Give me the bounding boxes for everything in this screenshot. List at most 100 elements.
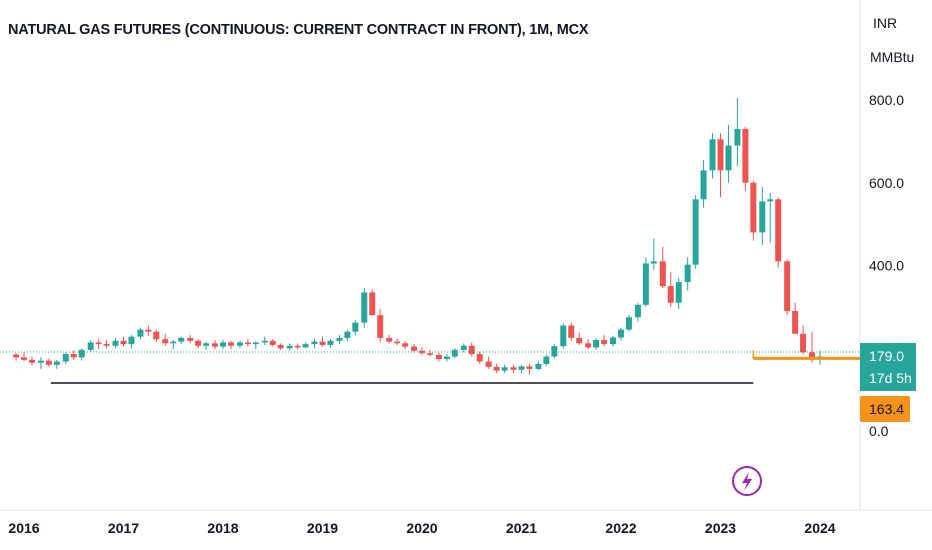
candle [792, 302, 799, 334]
support-price-badge: 163.4 [860, 396, 910, 422]
candle [394, 338, 401, 345]
candle-body [128, 336, 135, 345]
candle [261, 336, 268, 345]
candle-body [319, 341, 326, 345]
candle-body [642, 263, 649, 305]
candle [203, 342, 210, 350]
countdown-label: 17d 5h [869, 370, 912, 386]
candle-body [717, 139, 724, 171]
candle-body [725, 145, 732, 171]
candle [13, 353, 20, 361]
candle [759, 186, 766, 245]
candle-body [178, 337, 185, 342]
candle-body [510, 367, 517, 370]
candle-body [227, 342, 234, 346]
candle [501, 364, 508, 374]
candle-body [377, 315, 384, 338]
candle-body [700, 170, 707, 200]
candle-body [62, 354, 69, 362]
candle [692, 195, 699, 269]
candle-body [485, 361, 492, 367]
candle-body [618, 329, 624, 338]
candle-body [585, 343, 592, 348]
time-axis[interactable]: 2016 2017 2018 2019 2020 2021 2022 2023 2024 [8, 520, 835, 536]
candle [402, 340, 409, 350]
currency-label: INR [873, 15, 897, 31]
candle-body [601, 339, 608, 345]
candle [493, 363, 500, 374]
candle [327, 339, 334, 349]
candle [252, 341, 259, 350]
lightning-event-icon[interactable] [732, 466, 762, 496]
candle-body [809, 352, 816, 359]
y-tick-label: 800.0 [869, 92, 904, 108]
candle-body [709, 139, 716, 171]
candle [551, 344, 558, 359]
candle [451, 348, 458, 359]
candle [45, 358, 52, 367]
x-tick-label: 2023 [705, 520, 736, 536]
candle-body [212, 343, 219, 347]
candle [178, 336, 185, 345]
candle-body [535, 363, 542, 369]
candles [13, 97, 823, 375]
candle [618, 327, 624, 341]
x-tick-label: 2019 [307, 520, 338, 536]
candle [269, 339, 276, 347]
candle-body [443, 356, 450, 360]
candle [700, 159, 707, 208]
candle [650, 238, 657, 270]
candle-body [684, 264, 691, 283]
candle-body [800, 333, 807, 353]
price-axis[interactable]: 800.0 600.0 400.0 0.0 [869, 92, 904, 439]
candle [642, 257, 649, 307]
candle-body [468, 345, 475, 355]
candle [625, 315, 632, 332]
candle [377, 308, 384, 343]
candle-body [344, 331, 351, 338]
candle [659, 246, 666, 289]
candle-body [120, 340, 127, 345]
x-tick-label: 2017 [108, 520, 139, 536]
candle [775, 197, 782, 268]
y-tick-label: 600.0 [869, 175, 904, 191]
candle-body [369, 292, 376, 316]
candle-body [402, 343, 409, 347]
candle [725, 124, 732, 183]
candle-body [13, 354, 20, 358]
candle-body [419, 350, 425, 354]
candle [62, 352, 69, 364]
candle [95, 339, 102, 350]
y-tick-label: 0.0 [869, 423, 889, 439]
x-tick-label: 2021 [506, 520, 537, 536]
candle-body [269, 340, 276, 345]
candle-body [311, 341, 318, 345]
candle-body [277, 344, 284, 349]
candle-body [792, 311, 799, 334]
candle-body [37, 360, 44, 363]
candle [468, 342, 475, 357]
candle [386, 335, 393, 344]
candle-body [87, 342, 94, 350]
candle [784, 259, 791, 316]
candle-body [675, 282, 682, 303]
candle-body [244, 342, 251, 345]
candle [286, 343, 293, 351]
candle [153, 329, 160, 343]
x-tick-label: 2020 [406, 520, 437, 536]
candle-body [53, 361, 60, 365]
candle [476, 351, 483, 364]
candle-body [526, 366, 533, 369]
candle-body [784, 261, 791, 312]
candle-body [767, 199, 774, 202]
candle [443, 354, 450, 362]
candle-body [162, 339, 169, 344]
chart-title: NATURAL GAS FUTURES (CONTINUOUS: CURRENT… [8, 22, 589, 38]
candle-body [45, 360, 52, 365]
candle [419, 347, 425, 355]
candle [70, 350, 77, 360]
candle-body [195, 340, 202, 346]
unit-label: MMBtu [870, 49, 914, 65]
candle-body [302, 344, 309, 348]
